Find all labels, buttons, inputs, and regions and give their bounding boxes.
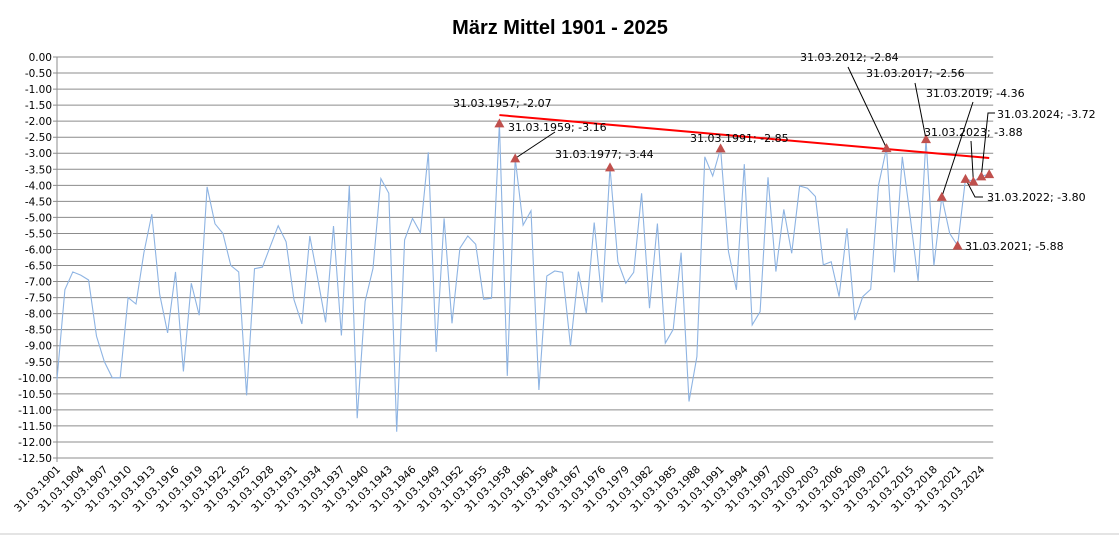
annotation-markers bbox=[494, 118, 995, 250]
y-tick-label: -3.00 bbox=[25, 148, 52, 160]
triangle-marker-icon bbox=[510, 153, 521, 163]
y-tick-label: -10.50 bbox=[18, 389, 52, 401]
y-tick-label: -6.50 bbox=[25, 261, 52, 273]
triangle-marker-icon bbox=[984, 169, 995, 179]
annotation-label: 31.03.2021; -5.88 bbox=[965, 240, 1064, 253]
y-tick-label: -12.50 bbox=[18, 453, 52, 465]
triangle-marker-icon bbox=[715, 143, 726, 153]
annotation-label: 31.03.2019; -4.36 bbox=[926, 87, 1025, 100]
annotation-label: 31.03.2012; -2.84 bbox=[800, 51, 899, 64]
triangle-marker-icon bbox=[960, 173, 971, 183]
annotation-leader-line bbox=[980, 112, 995, 177]
y-tick-label: -10.00 bbox=[18, 373, 52, 385]
trendline bbox=[499, 114, 990, 160]
annotation-labels: 31.03.1957; -2.07 31.03.1959; -3.16 31.03.… bbox=[453, 51, 1096, 253]
triangle-marker-icon bbox=[952, 240, 963, 250]
annotation-leader-line bbox=[965, 178, 983, 198]
y-tick-label: -9.00 bbox=[25, 341, 52, 353]
triangle-marker-icon bbox=[494, 118, 505, 128]
annotation-label: 31.03.1977; -3.44 bbox=[555, 148, 654, 161]
annotation-label: 31.03.2022; -3.80 bbox=[987, 191, 1086, 204]
y-tick-label: -9.50 bbox=[25, 357, 52, 369]
triangle-marker-icon bbox=[968, 176, 979, 186]
annotation-leader-line bbox=[941, 101, 974, 198]
annotation-label: 31.03.1991; -2.85 bbox=[690, 132, 789, 145]
annotation-label: 31.03.1959; -3.16 bbox=[508, 121, 607, 134]
chart-title: März Mittel 1901 - 2025 bbox=[452, 17, 668, 39]
y-tick-label: -5.50 bbox=[25, 228, 52, 240]
y-tick-label: -8.50 bbox=[25, 325, 52, 337]
y-tick-label: -1.00 bbox=[25, 84, 52, 96]
y-tick-label: -2.50 bbox=[25, 132, 52, 144]
y-tick-label: -7.50 bbox=[25, 293, 52, 305]
y-tick-label: -6.00 bbox=[25, 244, 52, 256]
y-tick-label: -4.00 bbox=[25, 180, 52, 192]
series-polyline bbox=[56, 123, 990, 432]
annotation-label: 31.03.1957; -2.07 bbox=[453, 97, 552, 110]
y-tick-label: -8.00 bbox=[25, 309, 52, 321]
annotation-leader-line bbox=[914, 82, 927, 140]
triangle-marker-icon bbox=[976, 171, 987, 181]
gridlines bbox=[53, 56, 994, 462]
annotation-leader-line bbox=[970, 140, 974, 182]
y-tick-label: -5.00 bbox=[25, 212, 52, 224]
y-tick-label: -12.00 bbox=[18, 437, 52, 449]
series-line bbox=[56, 123, 990, 432]
y-tick-label: -0.50 bbox=[25, 68, 52, 80]
triangle-marker-icon bbox=[921, 134, 931, 144]
annotation-label: 31.03.2024; -3.72 bbox=[997, 108, 1096, 121]
annotation-leader-line bbox=[847, 66, 887, 149]
trendline-line bbox=[499, 114, 990, 160]
y-tick-label: -2.00 bbox=[25, 116, 52, 128]
y-tick-label: 0.00 bbox=[29, 52, 52, 64]
y-tick-label: -11.50 bbox=[18, 421, 52, 433]
y-tick-label: -11.00 bbox=[18, 405, 52, 417]
y-tick-label: -1.50 bbox=[25, 100, 52, 112]
y-tick-label: -7.00 bbox=[25, 277, 52, 289]
annotation-label: 31.03.2023; -3.88 bbox=[924, 126, 1023, 139]
y-tick-label: -4.50 bbox=[25, 196, 52, 208]
triangle-marker-icon bbox=[881, 143, 892, 153]
triangle-marker-icon bbox=[605, 162, 615, 172]
annotation-leaders bbox=[514, 66, 995, 198]
y-axis-ticks: 0.00 -0.50 -1.00 -1.50 -2.00 -2.50 -3.00 -3.50 -… bbox=[18, 52, 52, 465]
annotation-label: 31.03.2017; -2.56 bbox=[866, 67, 965, 80]
y-tick-label: -3.50 bbox=[25, 164, 52, 176]
annotation-leader-line bbox=[514, 131, 556, 159]
triangle-marker-icon bbox=[936, 191, 947, 201]
